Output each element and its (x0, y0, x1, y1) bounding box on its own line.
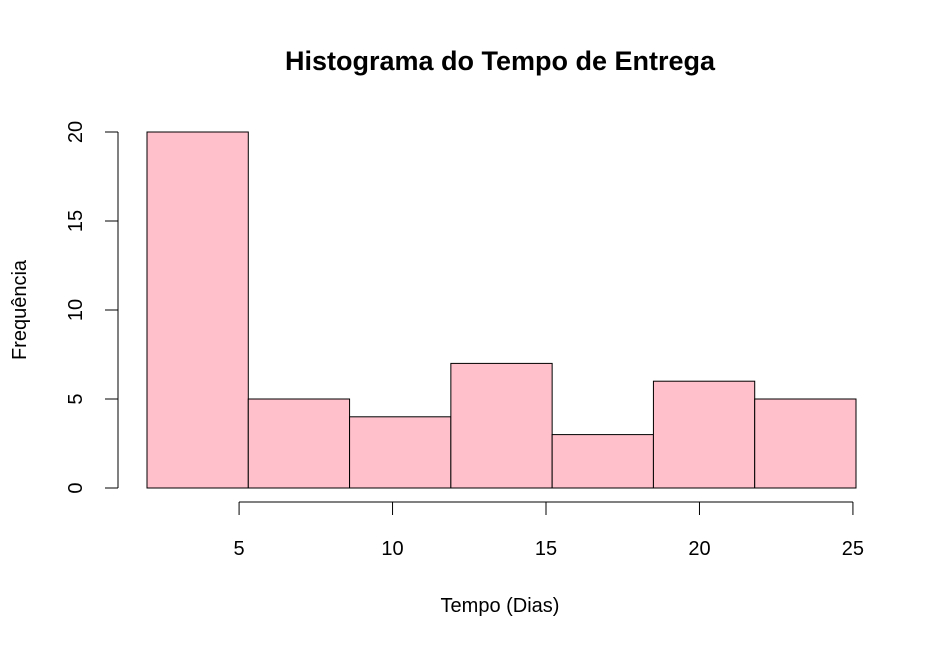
y-tick-label: 5 (65, 393, 87, 404)
x-tick-label: 20 (688, 538, 710, 560)
y-axis-label: Frequência (9, 259, 31, 360)
x-tick-label: 10 (381, 538, 403, 560)
y-tick-label: 15 (65, 210, 87, 232)
histogram-bar (349, 416, 452, 489)
histogram-bar (652, 380, 756, 489)
histogram-bar (450, 362, 553, 489)
bars-group (146, 131, 857, 489)
y-tick-label: 10 (65, 299, 87, 321)
x-tick-label: 25 (842, 538, 864, 560)
x-tick-label: 15 (535, 538, 557, 560)
y-tick-label: 20 (65, 121, 87, 143)
y-tick-label: 0 (65, 482, 87, 493)
histogram-bar (551, 434, 654, 489)
chart-title: Histograma do Tempo de Entrega (285, 46, 716, 76)
x-axis: 5 10 15 20 25 (234, 501, 864, 560)
histogram-bar (146, 131, 249, 489)
x-tick-label: 5 (234, 538, 245, 560)
x-axis-label: Tempo (Dias) (441, 595, 560, 617)
histogram-bar (247, 398, 351, 489)
y-axis: 0 5 10 15 20 (65, 121, 119, 494)
histogram-bar (754, 398, 857, 489)
